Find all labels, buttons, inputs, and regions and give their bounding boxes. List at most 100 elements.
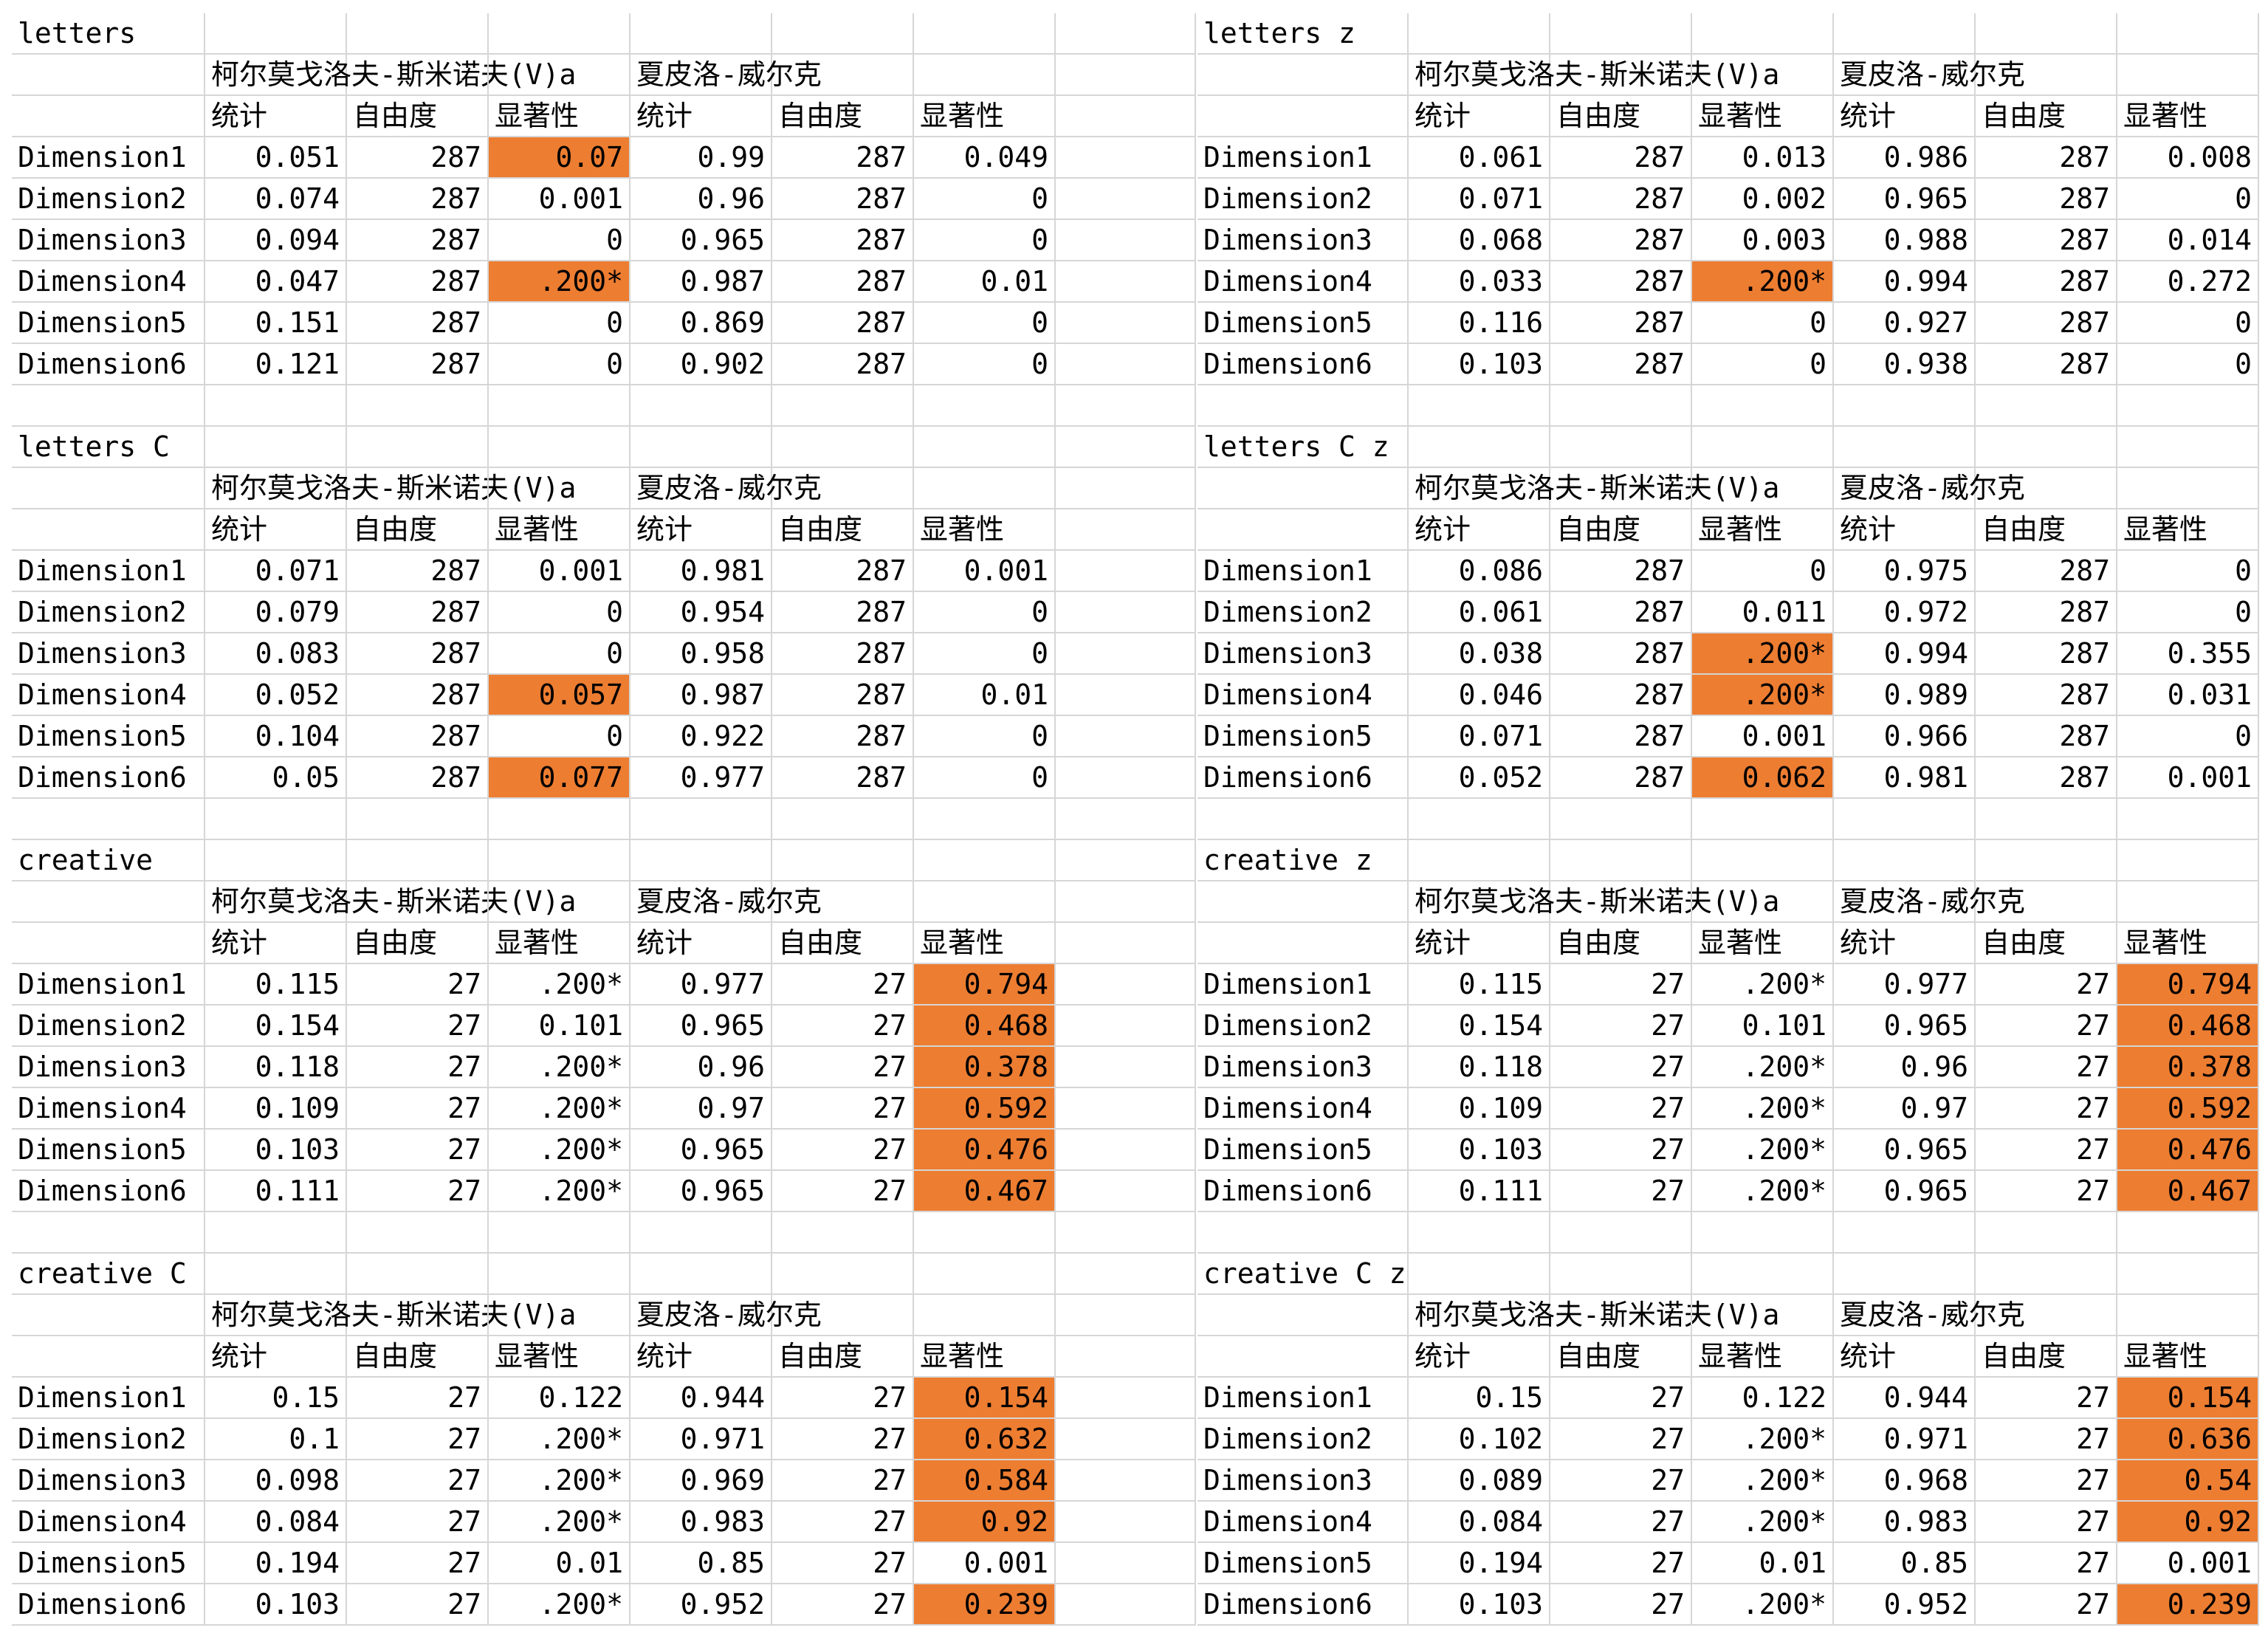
empty-cell[interactable]: [1056, 509, 1196, 551]
empty-cell[interactable]: [772, 881, 914, 923]
column-header-sig[interactable]: 显著性: [914, 923, 1056, 964]
data-cell[interactable]: 0.972: [1834, 592, 1976, 633]
data-cell[interactable]: 287: [772, 757, 914, 799]
empty-cell[interactable]: [2117, 840, 2259, 881]
data-cell[interactable]: 0.122: [489, 1378, 630, 1419]
data-cell[interactable]: 0.927: [1834, 303, 1976, 344]
empty-cell[interactable]: [2117, 385, 2259, 427]
data-cell[interactable]: 0: [489, 303, 630, 344]
column-header-stat[interactable]: 统计: [1834, 96, 1976, 137]
data-cell[interactable]: 0.965: [1834, 179, 1976, 220]
data-cell[interactable]: 0.01: [489, 1543, 630, 1584]
data-cell[interactable]: 27: [1550, 1088, 1692, 1130]
ks-test-header[interactable]: 柯尔莫戈洛夫-斯米诺夫(V)a: [1409, 1295, 1779, 1336]
empty-cell[interactable]: [1197, 385, 1409, 427]
data-cell[interactable]: 0.052: [1409, 757, 1550, 799]
row-label[interactable]: Dimension6: [1197, 1584, 1409, 1626]
data-cell[interactable]: 27: [1976, 1088, 2117, 1130]
data-cell[interactable]: 287: [1550, 179, 1692, 220]
empty-cell[interactable]: [1056, 799, 1196, 840]
data-cell[interactable]: 0.938: [1834, 344, 1976, 385]
empty-cell[interactable]: [347, 799, 489, 840]
empty-cell[interactable]: [914, 1212, 1056, 1254]
data-cell[interactable]: 0.103: [1409, 344, 1550, 385]
empty-cell[interactable]: [1692, 468, 1834, 509]
empty-cell[interactable]: [1692, 385, 1834, 427]
empty-cell[interactable]: [1692, 1254, 1834, 1295]
empty-cell[interactable]: [1056, 179, 1196, 220]
data-cell[interactable]: 27: [1550, 1543, 1692, 1584]
empty-cell[interactable]: [1056, 1502, 1196, 1543]
empty-cell[interactable]: [1976, 1254, 2117, 1295]
data-cell[interactable]: 27: [772, 1378, 914, 1419]
data-cell[interactable]: 0.003: [1692, 220, 1834, 261]
empty-cell[interactable]: [772, 1295, 914, 1336]
empty-cell[interactable]: [914, 13, 1056, 55]
row-label[interactable]: Dimension4: [12, 261, 205, 303]
empty-cell[interactable]: [1056, 881, 1196, 923]
empty-cell[interactable]: [205, 13, 347, 55]
data-cell[interactable]: 27: [772, 1419, 914, 1460]
empty-cell[interactable]: [1550, 385, 1692, 427]
empty-cell[interactable]: [1056, 1212, 1196, 1254]
empty-cell[interactable]: [489, 55, 630, 96]
empty-cell[interactable]: [1056, 1378, 1196, 1419]
empty-cell[interactable]: [489, 468, 630, 509]
empty-cell[interactable]: [1056, 385, 1196, 427]
data-cell[interactable]: 0.008: [2117, 137, 2259, 179]
empty-cell[interactable]: [2117, 55, 2259, 96]
data-cell[interactable]: 27: [772, 1130, 914, 1171]
empty-cell[interactable]: [772, 55, 914, 96]
sw-test-header[interactable]: 夏皮洛-威尔克: [1834, 55, 2025, 96]
data-cell[interactable]: 287: [347, 137, 489, 179]
data-cell[interactable]: 0.101: [489, 1006, 630, 1047]
data-cell[interactable]: 0.061: [1409, 592, 1550, 633]
empty-cell[interactable]: [1550, 468, 1692, 509]
data-cell[interactable]: 0.001: [914, 551, 1056, 592]
empty-cell[interactable]: [1976, 13, 2117, 55]
data-cell[interactable]: 287: [1976, 179, 2117, 220]
empty-cell[interactable]: [1056, 13, 1196, 55]
data-cell[interactable]: 287: [1976, 220, 2117, 261]
empty-cell[interactable]: [347, 1254, 489, 1295]
data-cell[interactable]: 287: [347, 261, 489, 303]
empty-cell[interactable]: [1550, 55, 1692, 96]
data-cell[interactable]: 287: [1550, 551, 1692, 592]
empty-cell[interactable]: [1056, 716, 1196, 757]
empty-cell[interactable]: [1056, 1130, 1196, 1171]
data-cell[interactable]: 287: [772, 716, 914, 757]
empty-cell[interactable]: [205, 840, 347, 881]
row-label[interactable]: Dimension5: [12, 1130, 205, 1171]
data-cell[interactable]: 0: [914, 179, 1056, 220]
data-cell[interactable]: 0.001: [2117, 1543, 2259, 1584]
row-label[interactable]: Dimension6: [12, 1171, 205, 1212]
column-header-df[interactable]: 自由度: [772, 96, 914, 137]
data-cell[interactable]: 0.05: [205, 757, 347, 799]
data-cell[interactable]: 287: [1976, 551, 2117, 592]
empty-cell[interactable]: [2117, 468, 2259, 509]
empty-cell[interactable]: [772, 13, 914, 55]
empty-cell[interactable]: [1056, 1088, 1196, 1130]
data-cell[interactable]: 0.101: [1692, 1006, 1834, 1047]
column-header-sig[interactable]: 显著性: [2117, 509, 2259, 551]
empty-cell[interactable]: [1976, 468, 2117, 509]
data-cell[interactable]: 0.971: [630, 1419, 772, 1460]
data-cell[interactable]: 287: [1976, 716, 2117, 757]
data-cell[interactable]: .200*: [1692, 1130, 1834, 1171]
data-cell[interactable]: 0.001: [489, 551, 630, 592]
empty-cell[interactable]: [347, 427, 489, 468]
data-cell[interactable]: 0.079: [205, 592, 347, 633]
data-cell[interactable]: 0.96: [630, 179, 772, 220]
row-label[interactable]: Dimension5: [1197, 1543, 1409, 1584]
data-cell[interactable]: 0.121: [205, 344, 347, 385]
data-cell[interactable]: 0: [489, 716, 630, 757]
data-cell[interactable]: 0.057: [489, 675, 630, 716]
empty-cell[interactable]: [1976, 1212, 2117, 1254]
data-cell[interactable]: 287: [347, 303, 489, 344]
data-cell[interactable]: 0.01: [914, 675, 1056, 716]
data-cell[interactable]: 0.109: [1409, 1088, 1550, 1130]
data-cell[interactable]: 0: [2117, 716, 2259, 757]
data-cell[interactable]: 0.97: [1834, 1088, 1976, 1130]
column-header-sig[interactable]: 显著性: [1692, 96, 1834, 137]
empty-cell[interactable]: [914, 55, 1056, 96]
